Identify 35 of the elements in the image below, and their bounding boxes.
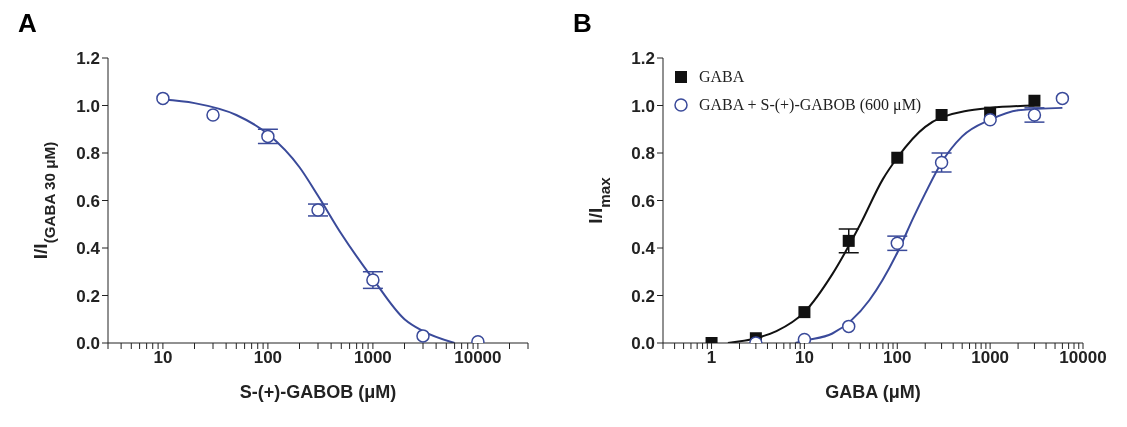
x-axis-title: S-(+)-GABOB (μM) <box>239 382 397 402</box>
y-tick-label: 0.6 <box>631 191 655 211</box>
x-tick-label: 10000 <box>1059 348 1107 368</box>
y-tick-label: 0.6 <box>76 191 100 211</box>
chart-title: A <box>17 8 38 40</box>
y-tick-label: 0.4 <box>631 239 656 259</box>
x-tick-label: 100 <box>253 348 283 368</box>
chart-title: B <box>572 8 593 40</box>
point <box>366 273 380 287</box>
y-tick-label: 0.8 <box>631 144 655 164</box>
y-tick-label: 0.4 <box>76 239 101 259</box>
x-tick-label: 100 <box>883 348 912 368</box>
point <box>416 329 430 343</box>
y-tick-label: 1.0 <box>76 96 100 116</box>
legend-label: GABA + S-(+)-GABOB (600 μM) <box>699 96 922 114</box>
point <box>261 129 275 144</box>
point <box>311 203 325 217</box>
x-tick-label: 10000 <box>454 348 502 368</box>
y-tick-label: 1.0 <box>631 96 655 116</box>
y-tick-label: 0.8 <box>76 144 100 164</box>
x-tick-label: 1000 <box>971 348 1010 368</box>
y-tick-label: 0.0 <box>631 334 655 354</box>
x-tick-label: 10 <box>153 348 173 368</box>
x-axis-title: GABA (μM) <box>825 382 921 402</box>
y-tick-label: 0.0 <box>76 334 100 354</box>
x-tick-label: 1 <box>706 348 717 368</box>
y-tick-label: 0.2 <box>76 286 100 306</box>
point <box>206 108 220 122</box>
y-tick-label: 1.2 <box>631 49 655 69</box>
y-tick-label: 0.2 <box>631 286 655 306</box>
x-tick-label: 10 <box>794 348 814 368</box>
x-tick-label: 1000 <box>353 348 392 368</box>
legend-label: GABA <box>699 68 745 86</box>
point <box>156 91 170 106</box>
y-tick-label: 1.2 <box>76 49 100 69</box>
